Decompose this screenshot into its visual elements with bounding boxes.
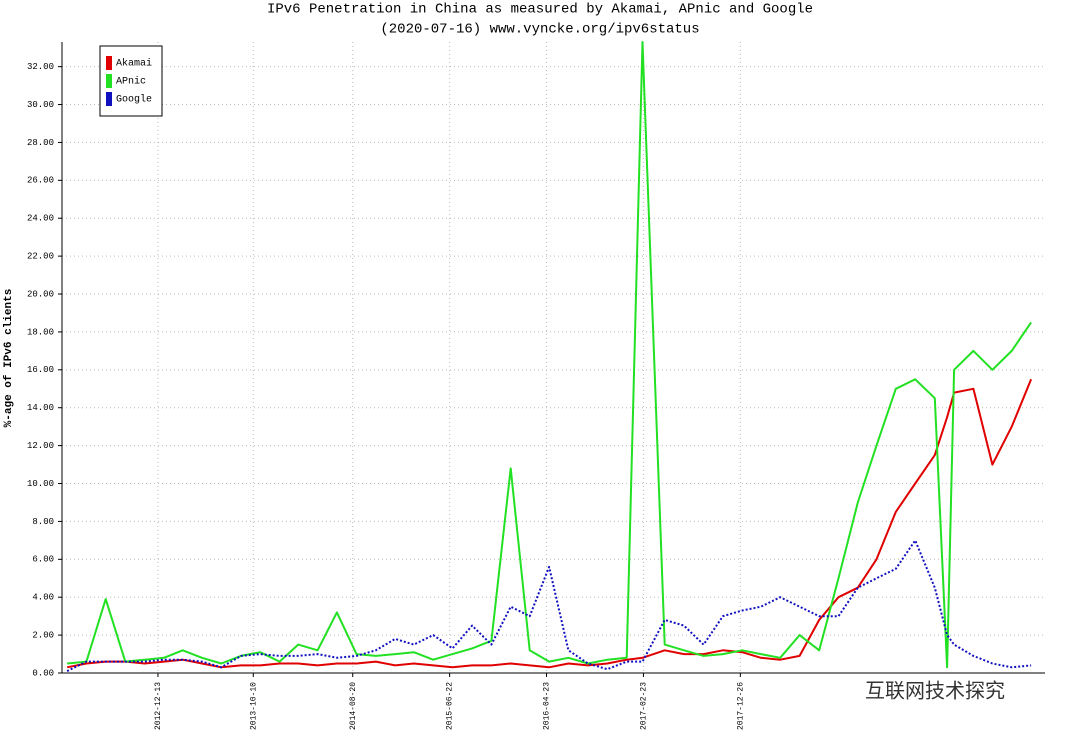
y-tick-label: 18.00	[27, 327, 54, 337]
chart-title: IPv6 Penetration in China as measured by…	[267, 2, 813, 18]
x-tick-label: 2014-08-20	[349, 682, 358, 730]
series-line	[67, 41, 1032, 669]
legend-label: Akamai	[116, 58, 152, 70]
x-tick-label: 2015-06-22	[446, 682, 455, 730]
series-line	[66, 378, 1033, 669]
y-tick-label: 26.00	[27, 176, 54, 186]
watermark: 互联网技术探究	[865, 679, 1005, 703]
y-tick-label: 32.00	[27, 62, 54, 72]
x-tick-label: 2017-12-26	[736, 682, 745, 730]
legend-label: APnic	[116, 76, 146, 88]
y-tick-label: 6.00	[32, 555, 54, 565]
chart-subtitle: (2020-07-16) www.vyncke.org/ipv6status	[380, 22, 699, 38]
y-tick-label: 28.00	[27, 138, 54, 148]
y-axis-label: %-age of IPv6 clients	[3, 289, 15, 428]
y-tick-label: 16.00	[27, 365, 54, 375]
y-tick-label: 24.00	[27, 214, 54, 224]
y-tick-label: 8.00	[32, 517, 54, 527]
x-tick-label: 2017-02-23	[640, 682, 649, 730]
y-tick-label: 4.00	[32, 593, 54, 603]
legend-swatch	[106, 74, 112, 88]
legend-label: Google	[116, 94, 152, 106]
series-line	[66, 539, 1032, 672]
legend-swatch	[106, 92, 112, 106]
y-tick-label: 22.00	[27, 251, 54, 261]
y-tick-label: 2.00	[32, 630, 54, 640]
y-tick-label: 12.00	[27, 441, 54, 451]
y-tick-label: 14.00	[27, 403, 54, 413]
y-tick-label: 20.00	[27, 289, 54, 299]
legend-swatch	[106, 56, 112, 70]
y-tick-label: 0.00	[32, 668, 54, 678]
x-tick-label: 2016-04-23	[543, 682, 552, 730]
x-tick-label: 2013-10-10	[249, 682, 258, 730]
y-tick-label: 10.00	[27, 479, 54, 489]
x-tick-label: 2012-12-13	[154, 682, 163, 730]
y-tick-label: 30.00	[27, 100, 54, 110]
